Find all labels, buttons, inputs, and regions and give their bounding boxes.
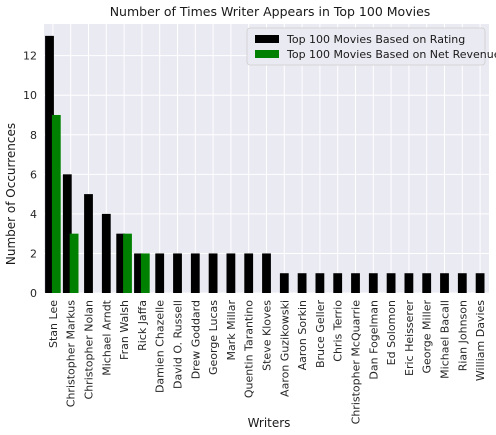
bar-rating	[262, 253, 271, 293]
bar-rating	[134, 253, 143, 293]
x-tick-label: George Miller	[421, 300, 434, 374]
bar-revenue	[69, 233, 79, 293]
x-tick-label: George Lucas	[207, 300, 220, 375]
bar-rating	[101, 213, 111, 293]
bar-rating	[226, 253, 236, 293]
bar-rating	[190, 253, 200, 293]
bar-rating	[208, 253, 218, 293]
legend: Top 100 Movies Based on Rating Top 100 Mo…	[246, 27, 496, 66]
bar-rating	[116, 233, 126, 293]
bar-rating	[386, 273, 396, 293]
x-tick-label: Rian Johnson	[456, 300, 469, 371]
x-tick-label: Christopher McQuarrie	[350, 300, 363, 425]
x-tick-label: Bruce Geller	[314, 300, 327, 369]
legend-swatch	[255, 50, 279, 58]
legend-box	[246, 27, 486, 66]
bar-rating	[475, 273, 485, 293]
bar-rating	[351, 273, 360, 293]
y-tick-label: 6	[30, 168, 37, 181]
x-tick-label: Christopher Markus	[65, 300, 78, 408]
bar-rating	[457, 273, 467, 293]
bar-rating	[62, 174, 72, 293]
bar-rating	[297, 273, 307, 293]
legend-entry: Top 100 Movies Based on Rating	[286, 33, 465, 46]
x-tick-label: Michael Arndt	[100, 299, 113, 375]
x-tick-label: Aaron Guzikowski	[278, 300, 291, 397]
x-tick-label: Aaron Sorkin	[296, 300, 309, 370]
bar-revenue	[123, 233, 132, 293]
y-axis-label: Number of Occurrences	[4, 123, 18, 265]
bar-rating	[422, 273, 432, 293]
bar-rating	[404, 273, 414, 293]
y-tick-label: 8	[30, 129, 37, 142]
x-tick-label: Dan Fogelman	[367, 300, 380, 380]
x-tick-label: William Davies	[474, 300, 487, 381]
y-tick-label: 2	[30, 247, 37, 260]
bar-rating	[279, 273, 289, 293]
bar-rating	[440, 273, 449, 293]
y-tick-label: 4	[30, 208, 37, 221]
bar-rating	[368, 273, 378, 293]
x-tick-label: Michael Bacall	[439, 300, 452, 379]
y-tick-label: 12	[23, 50, 37, 63]
x-tick-label: Drew Goddard	[189, 300, 202, 379]
x-tick-label: David O. Russell	[172, 300, 185, 389]
bar-rating	[315, 273, 325, 293]
bar-revenue	[51, 114, 61, 293]
x-tick-label: Quentin Tarantino	[243, 300, 256, 398]
x-tick-label: Eric Heisserer	[403, 300, 416, 376]
bar-rating	[155, 253, 165, 293]
bar-rating	[244, 253, 254, 293]
x-tick-label: Stan Lee	[47, 300, 60, 348]
y-tick-label: 0	[30, 287, 37, 300]
bar-rating	[45, 35, 54, 293]
x-tick-label: Mark Millar	[225, 300, 238, 361]
legend-swatch	[255, 35, 279, 43]
x-tick-label: Fran Walsh	[118, 300, 131, 360]
bar-rating	[333, 273, 343, 293]
x-tick-label: Christopher Nolan	[83, 300, 96, 400]
x-tick-label: Rick Jaffa	[136, 300, 149, 351]
bar-revenue	[140, 253, 150, 293]
x-tick-label: Chris Terrio	[332, 300, 345, 362]
legend-entry: Top 100 Movies Based on Net Revenue	[286, 48, 496, 61]
bar-rating	[84, 194, 93, 293]
x-tick-label: Damien Chazelle	[154, 300, 167, 393]
y-tick-label: 10	[23, 89, 37, 102]
x-axis-label: Writers	[248, 416, 291, 430]
x-tick-label: Steve Kloves	[261, 300, 274, 371]
x-tick-label: Ed Solomon	[385, 300, 398, 365]
bar-rating	[173, 253, 182, 293]
chart-title: Number of Times Writer Appears in Top 10…	[110, 4, 431, 19]
